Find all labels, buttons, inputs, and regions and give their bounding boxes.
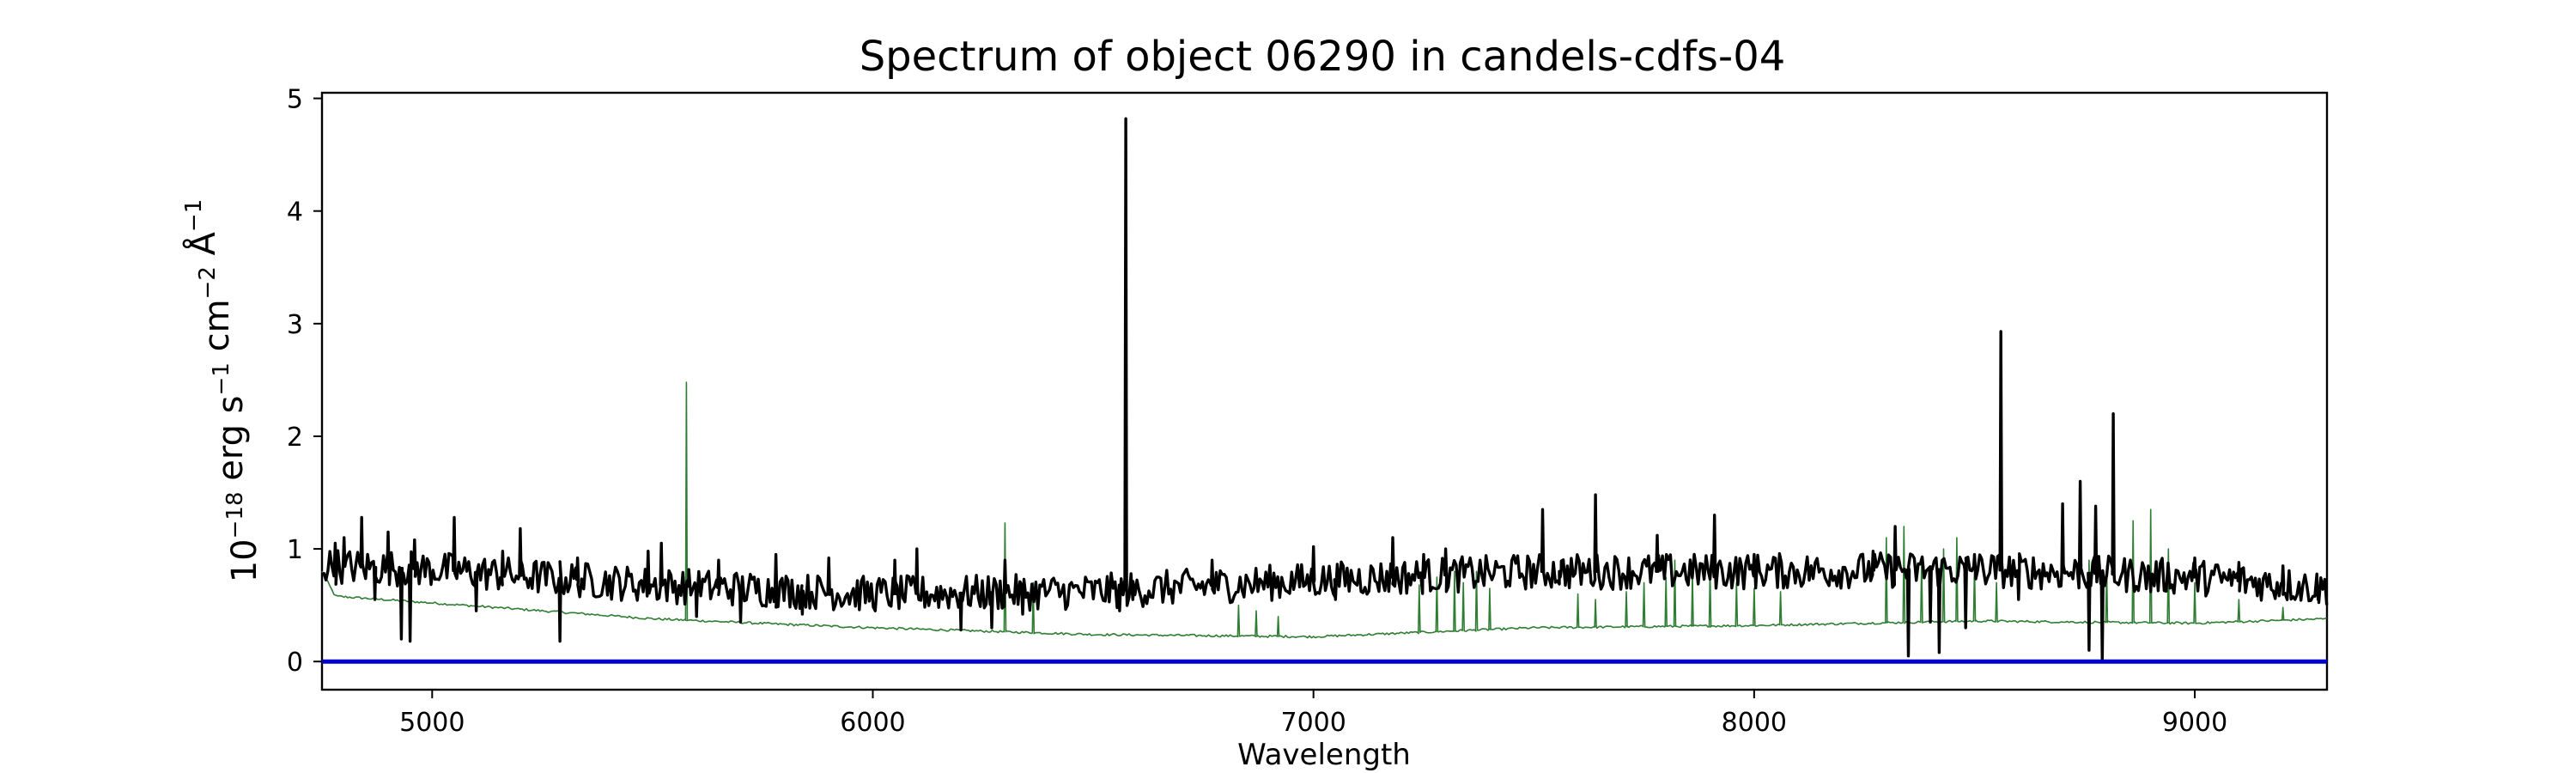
plot-frame	[320, 91, 2329, 691]
chart-title: Spectrum of object 06290 in candels-cdfs…	[860, 33, 1786, 81]
y-tick-label: 3	[287, 310, 303, 340]
y-tick-label: 2	[287, 423, 303, 453]
y-axis-label: 10−18 erg s−1 cm−2 Å−1	[181, 199, 264, 583]
x-tick-label: 6000	[840, 708, 905, 738]
y-tick-label: 0	[287, 648, 303, 678]
x-tick-label: 7000	[1280, 708, 1346, 738]
plot-lines	[321, 117, 2329, 664]
x-tick-label: 9000	[2162, 708, 2227, 738]
noise-series-line	[321, 381, 2327, 639]
flux-series-line	[321, 117, 2329, 663]
y-tick-label: 1	[287, 535, 303, 565]
x-tick-label: 8000	[1722, 708, 1787, 738]
y-tick-label: 4	[287, 198, 303, 228]
x-tick-label: 5000	[399, 708, 465, 738]
x-axis-label: Wavelength	[1237, 738, 1411, 772]
y-tick-label: 5	[287, 85, 303, 115]
axis-ticks: 5000 6000 7000 8000 9000 0 1 2 3 4 5	[287, 85, 2227, 738]
